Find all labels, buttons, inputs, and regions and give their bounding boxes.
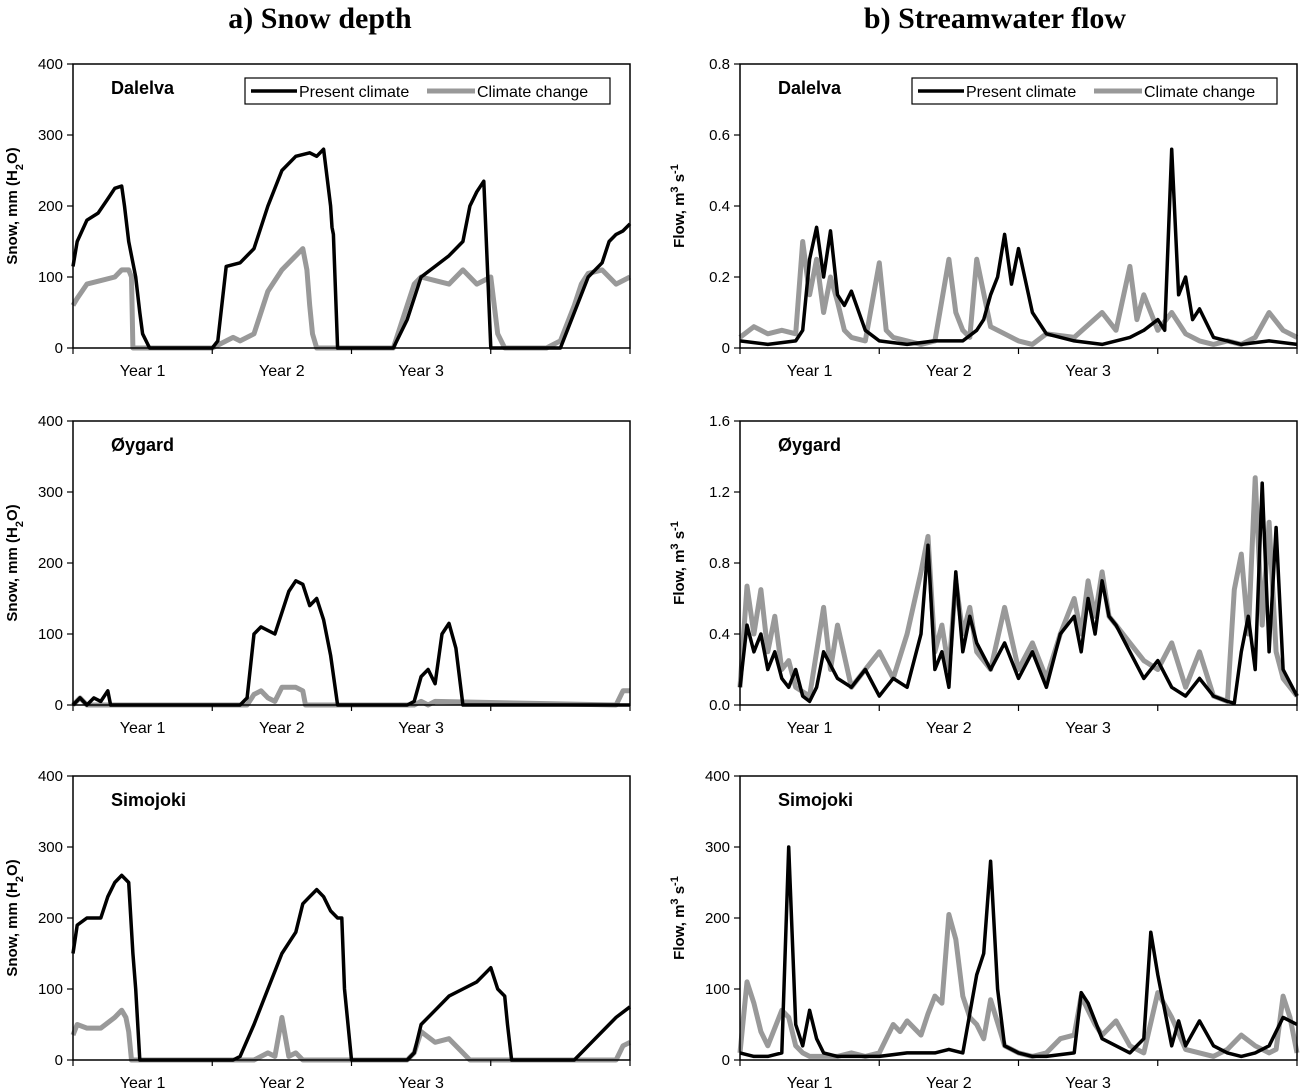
x-tick-label: Year 2 [259,363,305,378]
present-climate-line [71,873,632,1062]
chart-snow-simojoki: 0 100 200 300 400 Year 1 Year 2 Year 3 Snow, mm … [4,768,632,1090]
y-tick-label: 400 [38,768,63,785]
y-tick-label: 100 [38,269,63,286]
x-tick-label: Year 2 [926,720,972,735]
site-label: Dalelva [111,78,175,98]
x-tick-label: Year 3 [398,363,444,378]
site-label: Simojoki [111,790,186,810]
climate-change-line [70,246,632,351]
x-tick-label: Year 3 [398,1075,444,1090]
site-label: Simojoki [778,790,853,810]
legend: Present climate Climate change [911,77,1278,105]
x-tick-label: Year 2 [259,720,305,735]
climate-change-line [71,684,630,708]
y-tick-label: 300 [38,839,63,856]
y-tick-label: 0 [722,1052,730,1069]
y-tick-label: 100 [38,626,63,643]
y-tick-label: 300 [705,839,730,856]
x-tick-label: Year 3 [1065,1075,1111,1090]
site-label: Dalelva [778,78,842,98]
x-tick-label: Year 1 [120,1075,166,1090]
site-label: Øygard [111,435,174,455]
plot-frame [72,775,631,1061]
y-tick-label: 0.2 [709,269,730,286]
y-tick-label: 1.6 [709,413,730,430]
y-tick-label: 300 [38,127,63,144]
title-streamwater-flow: b) Streamwater flow [863,2,1127,35]
y-tick-label: 200 [38,198,63,215]
climate-change-line [737,912,1300,1059]
y-tick-label: 0.8 [709,555,730,572]
y-axis-label: Flow, m3 s-1 [669,876,688,960]
y-tick-label: 400 [38,413,63,430]
chart-flow-simojoki: 0 100 200 300 400 Year 1 Year 2 Year 3 Flow, m3 … [669,768,1300,1090]
y-axis-label: Snow, mm (H2O) [4,504,26,621]
y-tick-label: 200 [705,910,730,927]
y-tick-label: 0 [722,340,730,357]
y-tick-label: 0.8 [709,56,730,73]
x-tick-label: Year 1 [120,363,166,378]
present-climate-line [71,579,630,707]
y-axis-label: Flow, m3 s-1 [669,521,688,605]
x-tick-label: Year 2 [259,1075,305,1090]
x-tick-label: Year 3 [1065,720,1111,735]
chart-snow-dalelva: 0 100 200 300 400 Year 1 Year 2 Year 3 Snow, mm … [4,56,632,378]
site-label: Øygard [778,435,841,455]
plot-frame [72,420,631,706]
y-tick-label: 1.2 [709,484,730,501]
y-axis-label: Snow, mm (H2O) [4,147,26,264]
x-tick-label: Year 1 [787,720,833,735]
present-climate-line [739,845,1298,1059]
x-tick-label: Year 3 [398,720,444,735]
y-tick-label: 300 [38,484,63,501]
present-climate-line [71,147,632,350]
x-tick-label: Year 1 [787,363,833,378]
y-tick-label: 100 [38,981,63,998]
x-tick-label: Year 3 [1065,363,1111,378]
legend: Present climate Climate change [244,77,611,105]
climate-change-line [70,1007,632,1063]
legend-label-change: Climate change [1144,84,1255,101]
y-tick-label: 0.6 [709,127,730,144]
legend-label-change: Climate change [477,84,588,101]
legend-label-present: Present climate [299,84,409,101]
chart-flow-dalelva: 0 0.2 0.4 0.6 0.8 Year 1 Year 2 Year 3 Flow, m3 … [669,56,1299,378]
climate-change-line [737,475,1299,704]
x-tick-label: Year 1 [787,1075,833,1090]
title-snow-depth: a) Snow depth [228,2,412,35]
y-tick-label: 0.4 [709,198,730,215]
plot-frame [72,63,631,349]
present-climate-line [738,481,1299,705]
y-tick-label: 0 [55,1052,63,1069]
y-axis-label: Flow, m3 s-1 [669,164,688,248]
y-tick-label: 0 [55,340,63,357]
present-climate-line [739,147,1298,347]
chart-flow-oygard: 0.0 0.4 0.8 1.2 1.6 Year 1 Year 2 Year 3 Flow, m… [669,413,1299,735]
x-tick-label: Year 2 [926,1075,972,1090]
y-tick-label: 0 [55,697,63,714]
legend-label-present: Present climate [966,84,1076,101]
x-tick-label: Year 2 [926,363,972,378]
plot-frame [739,775,1298,1061]
y-axis-label: Snow, mm (H2O) [4,859,26,976]
y-tick-label: 100 [705,981,730,998]
y-tick-label: 400 [38,56,63,73]
y-tick-label: 0.4 [709,626,730,643]
y-tick-label: 200 [38,555,63,572]
chart-snow-oygard: 0 100 200 300 400 Year 1 Year 2 Year 3 Snow, mm … [4,413,631,735]
y-tick-label: 400 [705,768,730,785]
y-tick-label: 0.0 [709,697,730,714]
y-tick-label: 200 [38,910,63,927]
x-tick-label: Year 1 [120,720,166,735]
